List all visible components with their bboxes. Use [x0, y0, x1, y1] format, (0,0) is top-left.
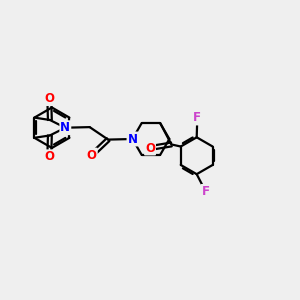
Text: O: O — [145, 142, 155, 154]
Text: N: N — [128, 133, 137, 146]
Text: F: F — [193, 112, 201, 124]
Text: N: N — [60, 121, 70, 134]
Text: O: O — [44, 150, 54, 163]
Text: F: F — [202, 185, 210, 198]
Text: O: O — [87, 148, 97, 162]
Text: O: O — [44, 92, 54, 105]
